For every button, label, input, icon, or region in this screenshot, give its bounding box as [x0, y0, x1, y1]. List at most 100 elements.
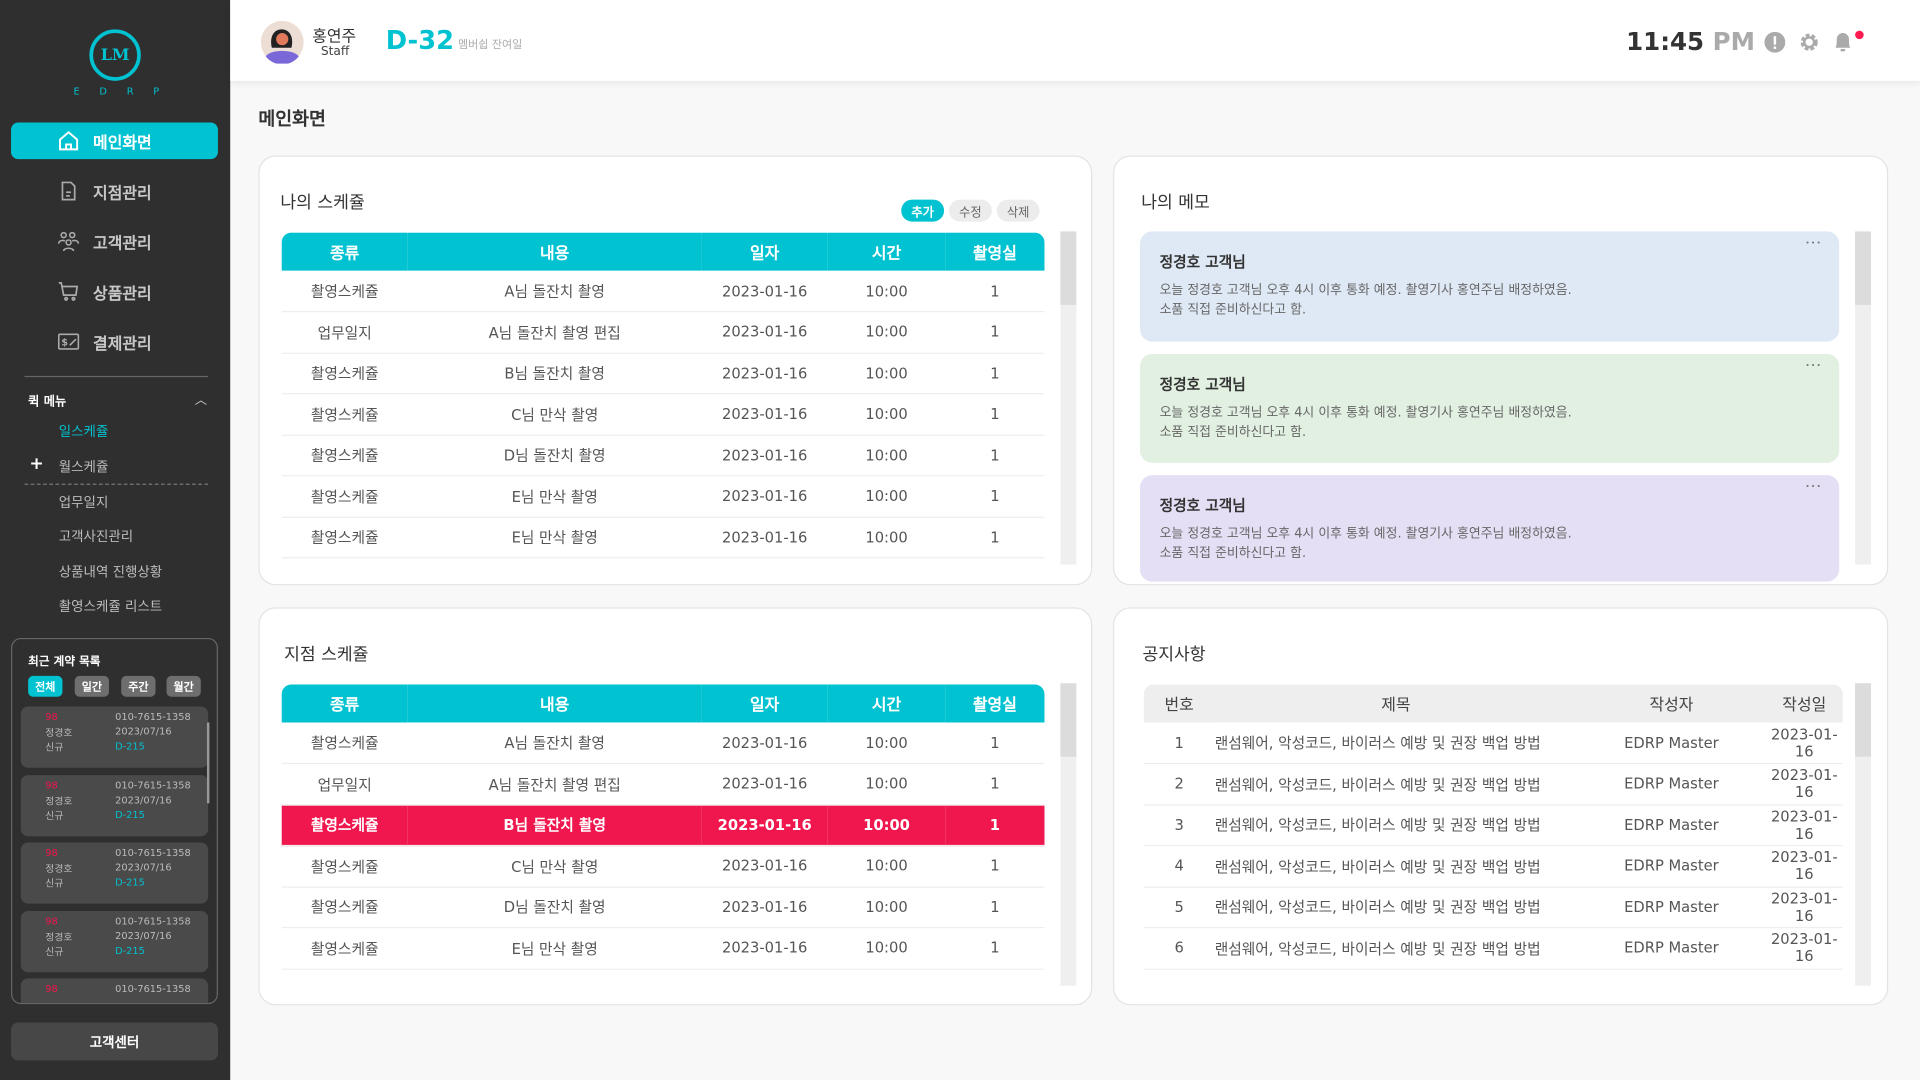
nav-item-main[interactable]: 메인화면 [11, 122, 218, 160]
filter-all[interactable]: 전체 [28, 675, 63, 697]
avatar[interactable] [260, 20, 304, 64]
column-header[interactable]: 번호 [1143, 684, 1215, 723]
table-cell: A님 돌잔치 촬영 [407, 270, 702, 313]
scrollbar[interactable] [1060, 683, 1077, 986]
scrollbar-thumb[interactable] [1060, 683, 1077, 757]
table-cell: 1 [945, 845, 1045, 888]
bell-icon[interactable] [1832, 31, 1854, 53]
logo[interactable]: LM [89, 29, 141, 81]
table-row[interactable]: 3 랜섬웨어, 악성코드, 바이러스 예방 및 권장 백업 방법 EDRP Mast… [1143, 804, 1843, 847]
column-header[interactable]: 시간 [827, 684, 946, 723]
table-row[interactable]: 1 랜섬웨어, 악성코드, 바이러스 예방 및 권장 백업 방법 EDRP Mast… [1143, 722, 1843, 765]
contract-name: 정경호 [45, 931, 73, 943]
table-cell: 촬영스케쥴 [281, 804, 408, 847]
table-row[interactable]: 촬영스케쥴 E님 만삭 촬영 2023-01-16 10:00 1 [281, 516, 1045, 559]
nav-item-customers[interactable]: 고객관리 [11, 223, 218, 260]
more-icon[interactable]: ••• [1805, 482, 1823, 492]
column-header[interactable]: 일자 [701, 684, 828, 723]
delete-button[interactable]: 삭제 [996, 199, 1040, 222]
scrollbar-thumb[interactable] [1060, 231, 1077, 305]
quick-item-worklog[interactable]: 업무일지 [58, 494, 109, 511]
contract-card[interactable]: 98 정경호 신규 010-7615-1358 2023/07/16 D-215 [20, 774, 209, 836]
table-cell: 랜섬웨어, 악성코드, 바이러스 예방 및 권장 백업 방법 [1214, 886, 1578, 929]
branch-schedule-table-wrap: 종류 내용 일자 시간 촬영실 촬영스케쥴 A님 돌잔치 촬영 2023-01-16 10:00… [281, 684, 1045, 985]
contract-card[interactable]: 98 정경호 신규 010-7615-1358 2023/07/16 D-215 [20, 842, 209, 904]
table-cell: 랜섬웨어, 악성코드, 바이러스 예방 및 권장 백업 방법 [1214, 845, 1578, 888]
contract-dday: D-215 [115, 944, 145, 956]
column-header[interactable]: 시간 [827, 232, 946, 271]
column-header[interactable]: 종류 [281, 232, 408, 271]
table-row[interactable]: 5 랜섬웨어, 악성코드, 바이러스 예방 및 권장 백업 방법 EDRP Mast… [1143, 886, 1843, 929]
table-cell: 10:00 [827, 886, 946, 929]
table-row[interactable]: 6 랜섬웨어, 악성코드, 바이러스 예방 및 권장 백업 방법 EDRP Mast… [1143, 927, 1843, 970]
scrollbar[interactable] [1060, 231, 1077, 565]
column-header[interactable]: 제목 [1214, 684, 1578, 723]
table-row[interactable]: 업무일지 A님 돌잔치 촬영 편집 2023-01-16 10:00 1 [281, 311, 1045, 354]
table-cell: 3 [1143, 804, 1215, 847]
table-row[interactable]: 촬영스케쥴 E님 만삭 촬영 2023-01-16 10:00 1 [281, 475, 1045, 518]
contract-type: 신규 [45, 810, 64, 822]
table-row[interactable]: 촬영스케쥴 B님 돌잔치 촬영 2023-01-16 10:00 1 [281, 352, 1045, 395]
quick-item-photos[interactable]: 고객사진관리 [58, 528, 134, 545]
column-header[interactable]: 촬영실 [945, 684, 1045, 723]
scrollbar[interactable] [1855, 683, 1872, 986]
memo-card[interactable]: 정경호 고객님 오늘 정경호 고객님 오후 4시 이후 통화 예정. 촬영기사 홍… [1140, 353, 1840, 463]
quick-item-shoot-list[interactable]: 촬영스케쥴 리스트 [58, 598, 163, 615]
table-row[interactable]: 4 랜섬웨어, 악성코드, 바이러스 예방 및 권장 백업 방법 EDRP Mast… [1143, 845, 1843, 888]
filter-weekly[interactable]: 주간 [121, 675, 156, 697]
quick-item-progress[interactable]: 상품내역 진행상황 [58, 564, 163, 581]
column-header[interactable]: 내용 [407, 684, 702, 723]
filter-daily[interactable]: 일간 [74, 675, 109, 697]
column-header[interactable]: 작성자 [1577, 684, 1766, 723]
filter-monthly[interactable]: 월간 [166, 675, 201, 697]
table-row[interactable]: 촬영스케쥴 D님 돌잔치 촬영 2023-01-16 10:00 1 [281, 434, 1045, 477]
table-row[interactable]: 촬영스케쥴 A님 돌잔치 촬영 2023-01-16 10:00 1 [281, 722, 1045, 765]
support-button[interactable]: 고객센터 [11, 1022, 218, 1061]
memo-card[interactable]: 정경호 고객님 오늘 정경호 고객님 오후 4시 이후 통화 예정. 촬영기사 홍… [1140, 231, 1840, 342]
table-cell: EDRP Master [1577, 804, 1766, 847]
table-cell: 1 [945, 270, 1045, 313]
table-row[interactable]: 촬영스케쥴 A님 돌잔치 촬영 2023-01-16 10:00 1 [281, 270, 1045, 313]
quick-item-monthly[interactable]: 월스케쥴 [58, 459, 109, 476]
scrollbar[interactable] [1855, 231, 1872, 565]
nav-item-products[interactable]: 상품관리 [11, 273, 218, 310]
quick-item-daily[interactable]: 일스케쥴 [58, 423, 109, 440]
scrollbar-thumb[interactable] [1855, 683, 1872, 757]
quick-menu-title: 퀵 메뉴 [28, 395, 67, 409]
scrollbar-thumb[interactable] [1855, 231, 1872, 305]
contract-card[interactable]: 98 010-7615-1358 [20, 978, 209, 1003]
table-header-row: 번호 제목 작성자 작성일 [1143, 684, 1843, 723]
column-header[interactable]: 작성일 [1765, 684, 1843, 723]
column-header[interactable]: 종류 [281, 684, 408, 723]
alert-icon[interactable] [1764, 31, 1786, 53]
add-button[interactable]: 추가 [901, 199, 945, 222]
table-cell: 10:00 [827, 516, 946, 559]
table-row[interactable]: 촬영스케쥴 B님 돌잔치 촬영 2023-01-16 10:00 1 [281, 804, 1045, 847]
gear-icon[interactable] [1799, 32, 1820, 53]
table-row[interactable]: 촬영스케쥴 C님 만삭 촬영 2023-01-16 10:00 1 [281, 845, 1045, 888]
column-header[interactable]: 내용 [407, 232, 702, 271]
nav-item-payments[interactable]: $ 결제관리 [11, 323, 218, 360]
table-row[interactable]: 촬영스케쥴 E님 만삭 촬영 2023-01-16 10:00 1 [281, 927, 1045, 970]
table-row[interactable]: 업무일지 A님 돌잔치 촬영 편집 2023-01-16 10:00 1 [281, 763, 1045, 806]
chevron-up-icon[interactable]: ︿ [194, 394, 207, 408]
memo-card[interactable]: 정경호 고객님 오늘 정경호 고객님 오후 4시 이후 통화 예정. 촬영기사 홍… [1140, 475, 1840, 582]
table-cell: 2023-01-16 [701, 804, 828, 847]
column-header[interactable]: 일자 [701, 232, 828, 271]
table-row[interactable]: 촬영스케쥴 C님 만삭 촬영 2023-01-16 10:00 1 [281, 393, 1045, 436]
table-row[interactable]: 촬영스케쥴 D님 돌잔치 촬영 2023-01-16 10:00 1 [281, 886, 1045, 929]
more-icon[interactable]: ••• [1805, 238, 1823, 248]
more-icon[interactable]: ••• [1805, 361, 1823, 370]
table-row[interactable]: 2 랜섬웨어, 악성코드, 바이러스 예방 및 권장 백업 방법 EDRP Mast… [1143, 763, 1843, 806]
table-cell: 10:00 [827, 845, 946, 888]
contract-type: 신규 [45, 742, 64, 754]
contract-card[interactable]: 98 정경호 신규 010-7615-1358 2023/07/16 D-215 [20, 910, 209, 972]
column-header[interactable]: 촬영실 [945, 232, 1045, 271]
nav-item-branch[interactable]: 지점관리 [11, 173, 218, 210]
table-cell: 1 [945, 763, 1045, 806]
plus-icon[interactable]: + [29, 454, 44, 474]
contract-card[interactable]: 98 정경호 신규 010-7615-1358 2023/07/16 D-215 [20, 706, 209, 768]
edit-button[interactable]: 수정 [948, 199, 992, 222]
table-cell: 2023-01-16 [701, 311, 828, 354]
scrollbar[interactable] [206, 722, 210, 804]
